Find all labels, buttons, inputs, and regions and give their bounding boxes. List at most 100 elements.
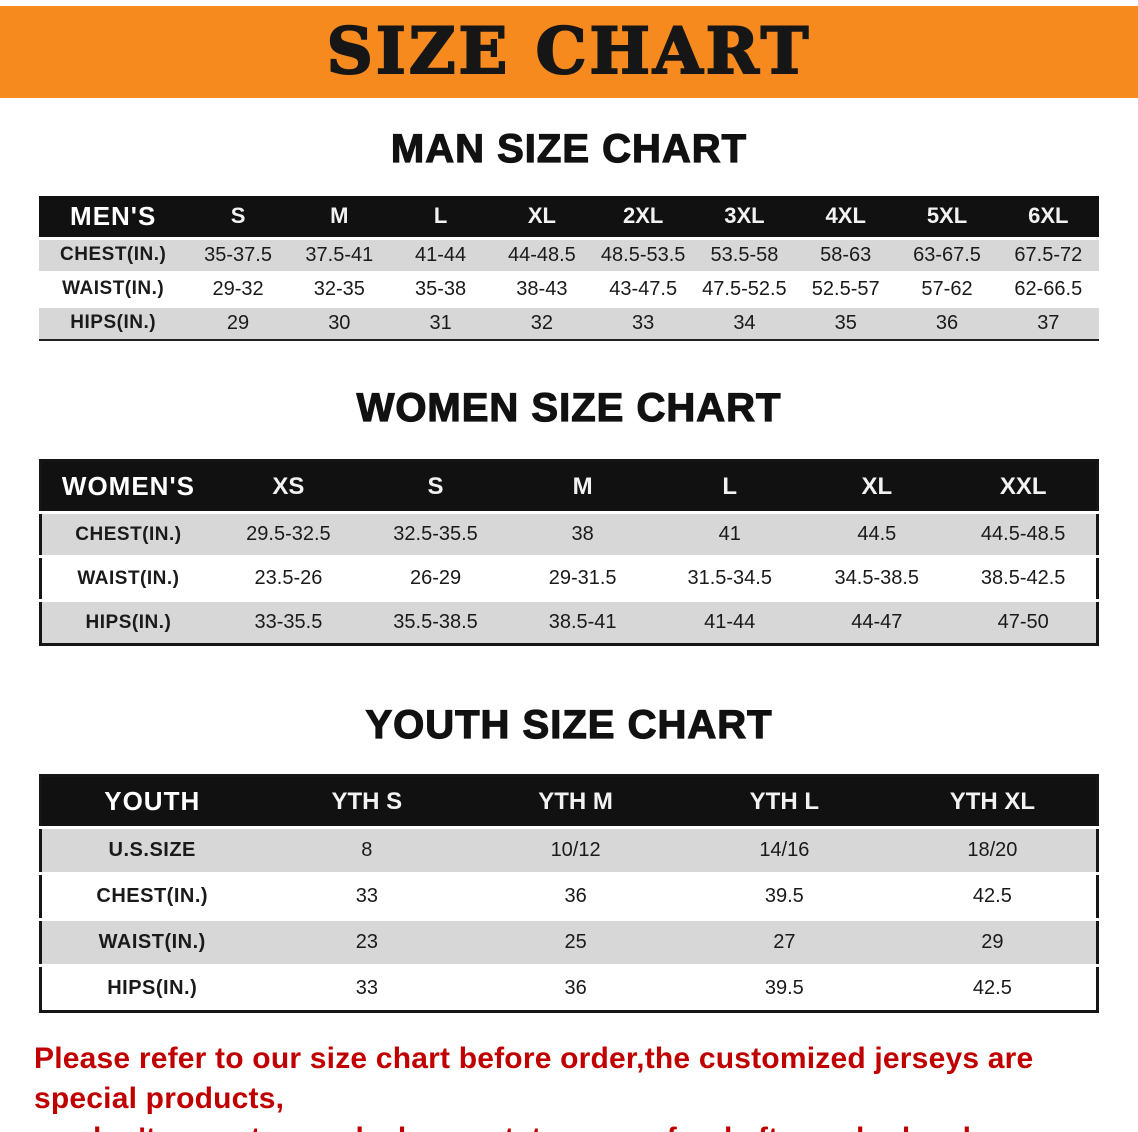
size-value-cell: 31.5-34.5 [656,555,804,601]
column-header: XL [491,196,593,238]
size-value-cell: 38.5-41 [509,599,657,645]
size-value-cell: 36 [471,872,680,920]
size-value-cell: 44.5 [803,511,951,557]
table-title-cell: YOUTH [40,775,263,828]
row-label: WAIST(IN.) [40,918,263,966]
size-value-cell: 39.5 [679,964,889,1012]
size-value-cell: 35-38 [389,270,492,306]
table-row: WAIST(IN.) 23 25 27 29 [40,918,1098,966]
size-value-cell: 41 [656,511,804,557]
size-value-cell: 35 [795,304,897,340]
size-value-cell: 53.5-58 [693,236,796,272]
column-header: 3XL [693,196,796,238]
size-value-cell: 8 [262,826,472,874]
column-header: 6XL [997,196,1099,238]
column-header: M [509,460,657,513]
size-value-cell: 33 [262,964,472,1012]
size-value-cell: 42.5 [888,964,1098,1012]
table-title-cell: WOMEN'S [40,460,215,513]
size-value-cell: 32.5-35.5 [361,511,510,557]
size-value-cell: 47-50 [950,599,1098,645]
women-size-chart-heading: WOMEN SIZE CHART [356,385,782,430]
size-value-cell: 35.5-38.5 [361,599,510,645]
size-value-cell: 32-35 [288,270,390,306]
disclaimer-line-2: we don't accept cancel, change, teturn o… [34,1119,1104,1132]
column-header: YTH M [471,775,680,828]
row-label: CHEST(IN.) [40,511,215,557]
size-value-cell: 62-66.5 [997,270,1099,306]
size-value-cell: 27 [679,918,889,966]
size-value-cell: 43-47.5 [592,270,694,306]
table-row: CHEST(IN.) 33 36 39.5 42.5 [40,872,1098,920]
size-value-cell: 14/16 [679,826,889,874]
size-value-cell: 26-29 [361,555,510,601]
row-label: HIPS(IN.) [39,304,188,340]
size-value-cell: 32 [491,304,593,340]
column-header: S [187,196,289,238]
column-header: 2XL [592,196,694,238]
column-header: 4XL [795,196,897,238]
column-header: L [389,196,492,238]
size-value-cell: 33 [592,304,694,340]
size-value-cell: 23.5-26 [214,555,362,601]
header-row: WOMEN'S XS S M L XL XXL [40,460,1098,513]
size-value-cell: 42.5 [888,872,1098,920]
size-value-cell: 41-44 [656,599,804,645]
table-row: HIPS(IN.) 33 36 39.5 42.5 [40,964,1098,1012]
column-header: YTH S [262,775,472,828]
size-value-cell: 23 [262,918,472,966]
disclaimer-line-1: Please refer to our size chart before or… [34,1042,1034,1115]
row-label: HIPS(IN.) [40,964,263,1012]
size-value-cell: 41-44 [389,236,492,272]
row-label: CHEST(IN.) [39,236,188,272]
header-row: MEN'S S M L XL 2XL 3XL 4XL 5XL 6XL [39,196,1099,238]
size-value-cell: 39.5 [679,872,889,920]
table-row: CHEST(IN.) 29.5-32.5 32.5-35.5 38 41 44.5 44.5… [40,511,1098,557]
disclaimer-note: Please refer to our size chart before or… [0,1039,1138,1132]
man-size-chart-heading: MAN SIZE CHART [390,126,748,171]
table-title-cell: MEN'S [39,196,188,238]
row-label: WAIST(IN.) [39,270,188,306]
column-header: L [656,460,804,513]
size-value-cell: 48.5-53.5 [592,236,694,272]
youth-size-chart-heading: YOUTH SIZE CHART [365,702,773,747]
row-label: HIPS(IN.) [40,599,215,645]
size-value-cell: 38 [509,511,657,557]
size-value-cell: 44-48.5 [491,236,593,272]
size-value-cell: 37.5-41 [288,236,390,272]
column-header: YTH L [679,775,889,828]
size-value-cell: 18/20 [888,826,1098,874]
size-value-cell: 34.5-38.5 [803,555,951,601]
row-label: CHEST(IN.) [40,872,263,920]
table-row: HIPS(IN.) 33-35.5 35.5-38.5 38.5-41 41-44 44-… [40,599,1098,645]
size-value-cell: 29.5-32.5 [214,511,362,557]
column-header: YTH XL [888,775,1098,828]
size-value-cell: 25 [471,918,680,966]
size-value-cell: 29-32 [187,270,289,306]
table-row: HIPS(IN.) 29 30 31 32 33 34 35 36 37 [39,304,1099,340]
size-value-cell: 57-62 [896,270,998,306]
size-value-cell: 36 [471,964,680,1012]
men-size-table: MEN'S S M L XL 2XL 3XL 4XL 5XL 6XL CHEST(IN.) 35-37… [39,196,1099,341]
size-value-cell: 29-31.5 [509,555,657,601]
size-value-cell: 52.5-57 [795,270,897,306]
size-value-cell: 10/12 [471,826,680,874]
table-row: WAIST(IN.) 23.5-26 26-29 29-31.5 31.5-34.5 34… [40,555,1098,601]
women-size-table: WOMEN'S XS S M L XL XXL CHEST(IN.) 29.5-32.5 32.5… [39,459,1099,646]
column-header: XL [803,460,951,513]
size-value-cell: 44-47 [803,599,951,645]
column-header: S [361,460,510,513]
size-value-cell: 34 [693,304,796,340]
table-row: WAIST(IN.) 29-32 32-35 35-38 38-43 43-47.5 47.… [39,270,1099,306]
size-value-cell: 33-35.5 [214,599,362,645]
page-title: SIZE CHART [326,14,812,89]
size-value-cell: 47.5-52.5 [693,270,796,306]
column-header: XXL [950,460,1098,513]
size-value-cell: 35-37.5 [187,236,289,272]
size-value-cell: 37 [997,304,1099,340]
column-header: M [288,196,390,238]
table-row: U.S.SIZE 8 10/12 14/16 18/20 [40,826,1098,874]
row-label: WAIST(IN.) [40,555,215,601]
column-header: 5XL [896,196,998,238]
